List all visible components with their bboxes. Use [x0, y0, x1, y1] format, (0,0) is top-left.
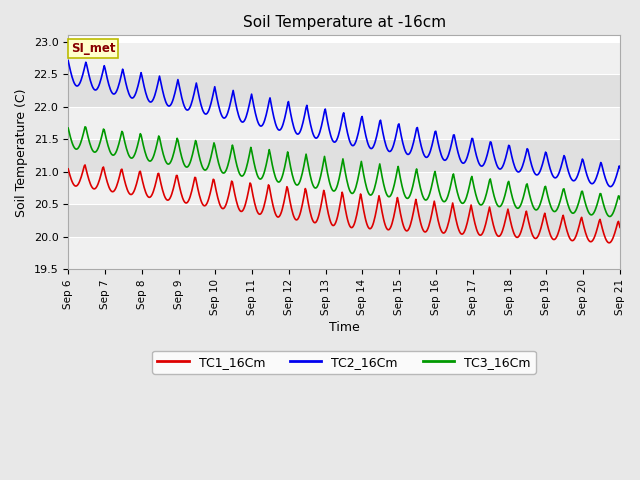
TC3_16Cm [217, 167, 225, 173]
Line: TC3_16Cm: TC3_16Cm [68, 127, 620, 216]
Bar [68, 107, 620, 139]
TC3_16Cm [606, 214, 614, 219]
TC1_16Cm [188, 188, 196, 194]
Text: SI_met: SI_met [71, 42, 115, 55]
TC2_16Cm [187, 102, 195, 108]
TC1_16Cm [217, 204, 225, 210]
TC2_16Cm [412, 133, 419, 139]
TC1_16Cm [428, 210, 436, 216]
Line: TC2_16Cm: TC2_16Cm [68, 60, 620, 187]
TC1_16Cm [64, 166, 72, 172]
TC1_16Cm [412, 196, 420, 202]
TC3_16Cm [412, 169, 420, 175]
Bar [68, 42, 620, 74]
TC1_16Cm [132, 184, 140, 190]
Bar [68, 139, 620, 172]
TC1_16Cm [81, 162, 89, 168]
TC3_16Cm [132, 149, 140, 155]
TC3_16Cm [64, 125, 72, 131]
TC2_16Cm [616, 165, 624, 170]
TC1_16Cm [616, 225, 624, 230]
TC2_16Cm [216, 108, 224, 114]
TC1_16Cm [74, 181, 82, 187]
Bar [68, 237, 620, 269]
TC2_16Cm [74, 83, 82, 88]
Title: Soil Temperature at -16cm: Soil Temperature at -16cm [243, 15, 445, 30]
TC3_16Cm [428, 182, 436, 188]
TC3_16Cm [616, 196, 624, 202]
X-axis label: Time: Time [329, 321, 360, 334]
Legend: TC1_16Cm, TC2_16Cm, TC3_16Cm: TC1_16Cm, TC2_16Cm, TC3_16Cm [152, 351, 536, 373]
TC2_16Cm [64, 58, 72, 63]
TC3_16Cm [81, 124, 89, 130]
Bar [68, 172, 620, 204]
TC2_16Cm [607, 184, 614, 190]
TC1_16Cm [605, 240, 613, 246]
TC2_16Cm [428, 145, 435, 151]
Line: TC1_16Cm: TC1_16Cm [68, 165, 620, 243]
Bar [68, 74, 620, 107]
Bar [68, 204, 620, 237]
TC3_16Cm [188, 155, 196, 160]
TC2_16Cm [131, 92, 139, 98]
TC3_16Cm [74, 145, 82, 151]
Y-axis label: Soil Temperature (C): Soil Temperature (C) [15, 88, 28, 216]
